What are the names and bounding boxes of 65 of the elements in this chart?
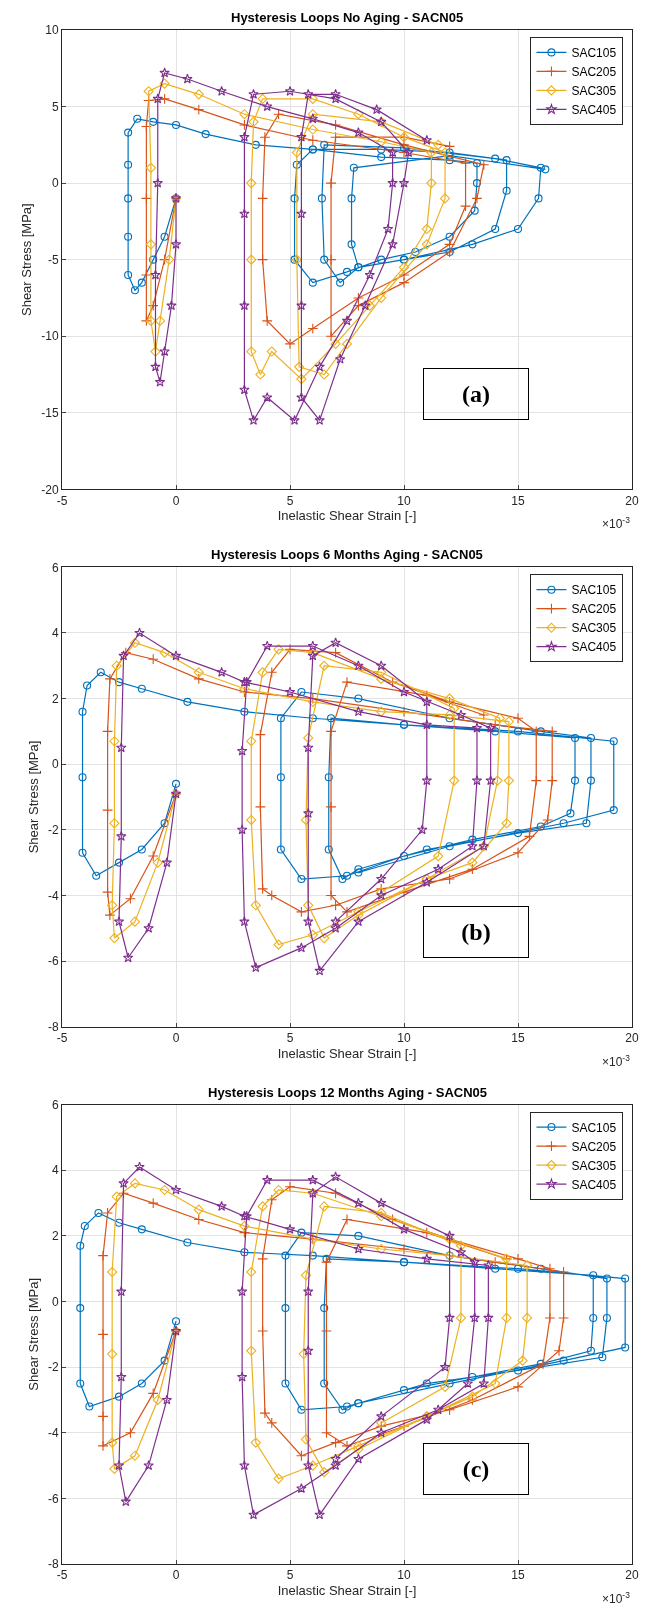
legend-label: SAC405 <box>571 103 617 118</box>
legend-label: SAC305 <box>571 1158 617 1173</box>
text: ×10$^{-3}$ <box>602 1053 631 1070</box>
y-tick-label: -8 <box>47 1557 59 1572</box>
y-axis-title: Shear Stress [MPa] <box>25 1277 41 1391</box>
y-tick-label: -2 <box>47 823 59 838</box>
annotation: (a) <box>462 381 490 407</box>
chart-title: Hysteresis Loops 6 Months Aging - SACN05 <box>211 547 483 562</box>
x-tick-label: 10 <box>397 1568 411 1583</box>
x-tick-label: 20 <box>625 493 639 508</box>
x-tick-label: 5 <box>286 493 294 508</box>
text: ×10$^{-3}$ <box>602 515 631 532</box>
y-tick-label: 2 <box>51 691 59 706</box>
x-tick-label: 0 <box>172 493 180 508</box>
y-tick-label: -2 <box>47 1360 59 1375</box>
y-axis-title: Shear Stress [MPa] <box>19 203 35 317</box>
y-tick-label: -5 <box>47 252 59 267</box>
x-axis-title: Inelastic Shear Strain [-] <box>277 1045 417 1061</box>
legend-label: SAC405 <box>571 1177 617 1192</box>
x-tick-label: 15 <box>511 1568 525 1583</box>
y-tick-label: -4 <box>47 888 59 903</box>
y-tick-label: 0 <box>51 1294 59 1309</box>
y-tick-label: 4 <box>51 1163 59 1178</box>
x-tick-label: 15 <box>511 493 525 508</box>
x-tick-label: 20 <box>625 1568 639 1583</box>
y-tick-label: 2 <box>51 1229 59 1244</box>
y-tick-label: -6 <box>47 1491 59 1506</box>
y-tick-label: 10 <box>45 23 59 38</box>
y-tick-label: -10 <box>41 329 59 344</box>
y-axis-title: Shear Stress [MPa] <box>25 740 41 854</box>
y-tick-label: 0 <box>51 176 59 191</box>
y-tick-label: -4 <box>47 1425 59 1440</box>
chart-title: Hysteresis Loops 12 Months Aging - SACN05 <box>208 1085 488 1100</box>
x-tick-label: 10 <box>397 493 411 508</box>
x-tick-label: 0 <box>172 1031 180 1046</box>
x-tick-label: 10 <box>397 1031 411 1046</box>
x-tick-label: 15 <box>511 1031 525 1046</box>
x-tick-label: 20 <box>625 1031 639 1046</box>
x-axis-title: Inelastic Shear Strain [-] <box>277 1583 417 1598</box>
legend-label: SAC105 <box>571 583 617 598</box>
x-tick-label: 5 <box>286 1031 294 1046</box>
chart-title: Hysteresis Loops No Aging - SACN05 <box>231 10 464 25</box>
legend-label: SAC105 <box>571 1120 617 1135</box>
y-tick-label: 6 <box>51 1097 59 1112</box>
text: ×10$^{-3}$ <box>602 1590 631 1607</box>
y-tick-label: 0 <box>51 757 59 772</box>
x-axis-title: Inelastic Shear Strain [-] <box>277 508 417 524</box>
y-tick-label: -20 <box>41 482 59 497</box>
y-tick-label: -8 <box>47 1019 59 1034</box>
legend-label: SAC205 <box>571 602 617 617</box>
annotation: (c) <box>462 1456 490 1482</box>
legend-label: SAC305 <box>571 621 617 636</box>
y-tick-label: 6 <box>51 560 59 575</box>
legend-label: SAC105 <box>571 46 617 61</box>
legend-label: SAC405 <box>571 640 617 655</box>
x-tick-label: 0 <box>172 1568 180 1583</box>
y-tick-label: -15 <box>41 405 59 420</box>
y-tick-label: 5 <box>51 99 59 114</box>
legend-label: SAC205 <box>571 65 617 80</box>
legend-label: SAC305 <box>571 84 617 99</box>
y-tick-label: 4 <box>51 626 59 641</box>
legend-label: SAC205 <box>571 1139 617 1154</box>
x-tick-label: 5 <box>286 1568 294 1583</box>
annotation: (b) <box>461 919 491 945</box>
y-tick-label: -6 <box>47 954 59 969</box>
